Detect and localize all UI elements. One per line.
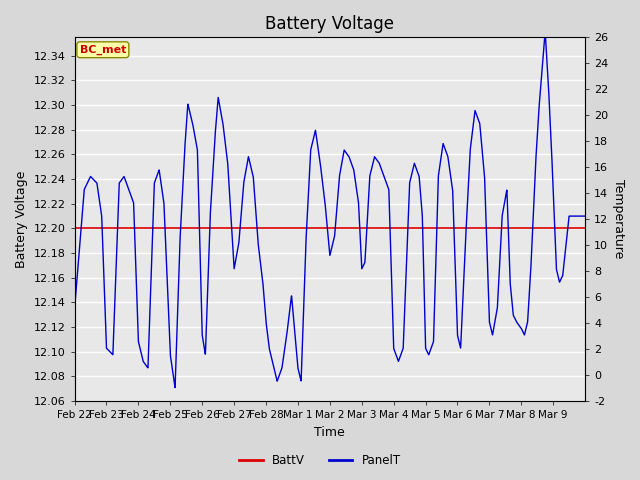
Y-axis label: Temperature: Temperature [612,180,625,259]
Legend: BattV, PanelT: BattV, PanelT [234,449,406,472]
Text: BC_met: BC_met [80,45,126,55]
X-axis label: Time: Time [314,426,345,439]
Title: Battery Voltage: Battery Voltage [266,15,394,33]
Y-axis label: Battery Voltage: Battery Voltage [15,170,28,268]
